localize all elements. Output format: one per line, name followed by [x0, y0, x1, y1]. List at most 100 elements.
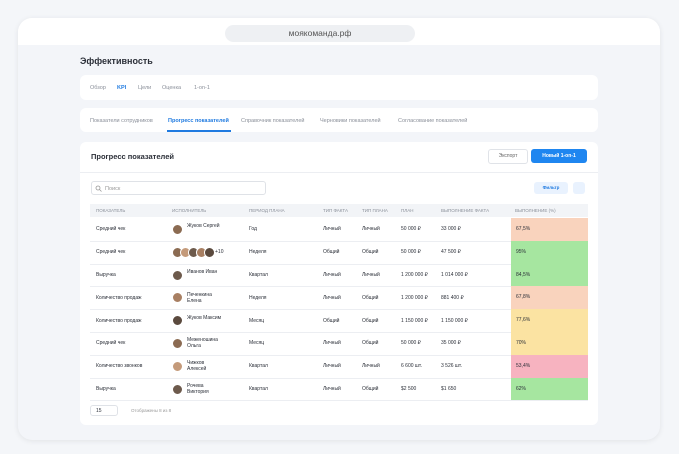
row-divider — [90, 263, 588, 265]
extra-count: +10 — [215, 249, 224, 256]
avatar — [172, 292, 183, 304]
percent-cell: 53,4% — [511, 354, 588, 378]
table-cell: Личный — [362, 272, 380, 278]
executor-name: Меженошина Ольга — [187, 337, 218, 350]
table-cell: Общий — [323, 249, 340, 256]
column-header: ПЕРИОД ПЛАНА — [249, 208, 285, 213]
table-cell: Личный — [323, 386, 341, 392]
table-cell: Общий — [362, 317, 379, 324]
table-cell: Общий — [362, 249, 379, 256]
export-button[interactable]: Экспорт — [488, 149, 528, 164]
avatar — [204, 246, 215, 258]
executor-name: Жуков Максим — [187, 314, 222, 321]
avatar — [172, 360, 183, 372]
table-cell: 1 014 000 ₽ — [441, 272, 468, 278]
table-cell: 50 000 ₽ — [401, 340, 421, 347]
table-cell: 1 150 000 ₽ — [441, 317, 468, 324]
column-header: ИСПОЛНИТЕЛЬ — [172, 208, 207, 213]
table-cell: 50 000 ₽ — [401, 249, 421, 256]
table-cell: Личный — [362, 226, 380, 233]
table-cell: 1 200 000 ₽ — [401, 294, 428, 301]
table-cell: Личный — [323, 226, 341, 233]
avatar — [172, 315, 183, 327]
avatar — [172, 383, 183, 395]
filter-button[interactable]: Фильтр — [534, 182, 568, 194]
card-title: Прогресс показателей — [91, 152, 174, 161]
table-cell: Квартал — [249, 363, 268, 370]
subtab[interactable]: Справочник показателей — [241, 118, 305, 124]
table-cell: Количество продаж — [96, 294, 142, 301]
separator — [80, 172, 598, 173]
subtab[interactable]: Прогресс показателей — [168, 118, 229, 124]
row-divider — [90, 286, 588, 288]
subtab[interactable]: Черновики показателей — [320, 118, 381, 124]
column-header: ПОКАЗАТЕЛЬ — [96, 208, 126, 213]
pagination-summary: Отображены 8 из 8 — [131, 408, 172, 413]
percent-cell: 84,5% — [511, 263, 588, 287]
search-icon — [95, 185, 102, 192]
table-cell: Квартал — [249, 386, 268, 392]
tab[interactable]: Оценка — [162, 85, 182, 91]
table-cell: Год — [249, 226, 257, 233]
row-divider — [90, 309, 588, 311]
subtab[interactable]: Показатели сотрудников — [90, 118, 153, 124]
row-divider — [90, 377, 588, 379]
tab[interactable]: Обзор — [90, 85, 106, 91]
table-cell: 50 000 ₽ — [401, 226, 421, 233]
table-cell: Месяц — [249, 317, 265, 324]
table-cell: Личный — [362, 363, 380, 370]
page-title: Эффективность — [80, 56, 153, 66]
executor-name: Чижков Алексей — [187, 360, 207, 373]
percent-cell: 67,8% — [511, 286, 588, 310]
table-cell: Общий — [362, 386, 379, 392]
table-cell: Месяц — [249, 340, 265, 347]
executor-name: Рочева Виктория — [187, 383, 209, 395]
table-cell: $2 500 — [401, 386, 417, 392]
column-header: ВЫПОЛНЕНИЕ (%) — [515, 208, 556, 213]
row-divider — [90, 354, 588, 356]
settings-button[interactable] — [573, 182, 585, 194]
table-cell: Количество звонков — [96, 363, 143, 370]
avatar — [172, 337, 183, 349]
subtabs-card — [80, 108, 598, 132]
table-cell: Выручка — [96, 272, 116, 278]
table-cell: Общий — [323, 317, 340, 324]
table-cell: 33 000 ₽ — [441, 226, 461, 233]
table-cell: 47 500 ₽ — [441, 249, 461, 256]
table-cell: Общий — [362, 340, 379, 347]
table-cell: Квартал — [249, 272, 268, 278]
column-header: ТИП ФАКТА — [323, 208, 349, 213]
table-cell: 1 150 000 ₽ — [401, 317, 428, 324]
table-cell: Личный — [323, 272, 341, 278]
active-underline — [167, 130, 231, 132]
tab[interactable]: 1-on-1 — [194, 85, 210, 91]
executor-name: Иванов Иван — [187, 269, 218, 275]
tab[interactable]: KPI — [117, 85, 127, 91]
url-bar[interactable]: моякоманда.рф — [225, 25, 415, 42]
table-cell: $1 650 — [441, 386, 457, 392]
percent-cell: 70% — [511, 332, 588, 355]
table-cell: Средний чек — [96, 249, 126, 256]
page-size-select[interactable]: 15 — [90, 405, 118, 416]
executor-name: Жуков Сергей — [187, 223, 220, 230]
percent-cell: 77,6% — [511, 309, 588, 332]
search-input[interactable]: Поиск — [91, 181, 266, 195]
table-cell: Выручка — [96, 386, 116, 392]
column-header: ТИП ПЛАНА — [362, 208, 388, 213]
column-header: ВЫПОЛНЕНИЕ ФАКТА — [441, 208, 490, 213]
subtab[interactable]: Согласование показателей — [398, 118, 468, 124]
table-cell: Общий — [362, 294, 379, 301]
table-cell: Средний чек — [96, 340, 126, 347]
tab[interactable]: Цели — [138, 85, 152, 91]
executor-name: Печенкина Елена — [187, 291, 212, 304]
table-cell: 6 600 шт. — [401, 363, 423, 370]
percent-cell: 62% — [511, 377, 588, 401]
row-divider — [90, 240, 588, 242]
table-cell: Средний чек — [96, 226, 126, 233]
table-cell: 3 526 шт. — [441, 363, 463, 370]
avatar — [172, 223, 183, 235]
tabs-card — [80, 75, 598, 100]
table-cell: 881 400 ₽ — [441, 294, 464, 301]
new-button[interactable]: Новый 1-on-1 — [531, 149, 587, 163]
